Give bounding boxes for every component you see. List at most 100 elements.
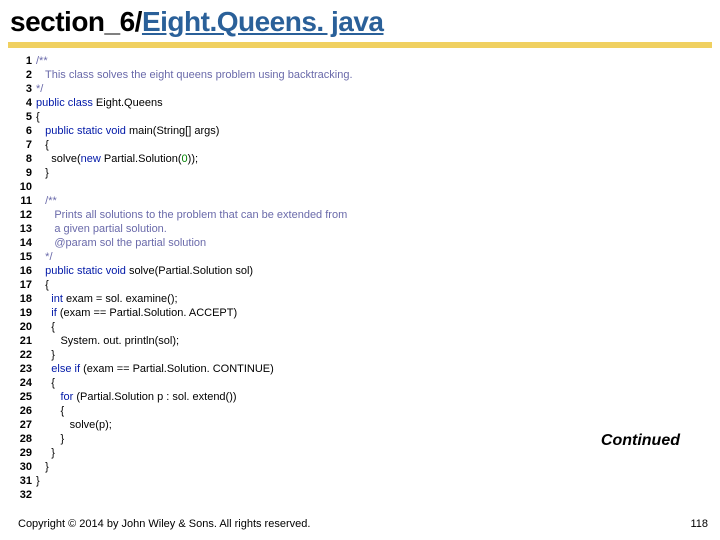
code-content: /** [36, 54, 48, 68]
line-number: 7 [18, 138, 36, 152]
code-content: for (Partial.Solution p : sol. extend()) [36, 390, 237, 404]
code-line: 7 { [18, 138, 710, 152]
code-line: 12 Prints all solutions to the problem t… [18, 208, 710, 222]
code-content: { [36, 404, 64, 418]
line-number: 30 [18, 460, 36, 474]
line-number: 21 [18, 334, 36, 348]
code-content: } [36, 446, 55, 460]
code-line: 6 public static void main(String[] args) [18, 124, 710, 138]
code-line: 30 } [18, 460, 710, 474]
code-content: Prints all solutions to the problem that… [36, 208, 347, 222]
title-underline [8, 42, 712, 48]
code-content: } [36, 166, 49, 180]
code-content: /** [36, 194, 57, 208]
line-number: 2 [18, 68, 36, 82]
line-number: 29 [18, 446, 36, 460]
code-content: */ [36, 250, 53, 264]
line-number: 24 [18, 376, 36, 390]
line-number: 19 [18, 306, 36, 320]
code-line: 4public class Eight.Queens [18, 96, 710, 110]
code-content: public static void solve(Partial.Solutio… [36, 264, 253, 278]
code-line: 17 { [18, 278, 710, 292]
code-line: 15 */ [18, 250, 710, 264]
code-content: */ [36, 82, 43, 96]
code-content: if (exam == Partial.Solution. ACCEPT) [36, 306, 237, 320]
footer: Copyright © 2014 by John Wiley & Sons. A… [18, 518, 708, 530]
line-number: 6 [18, 124, 36, 138]
line-number: 32 [18, 488, 36, 502]
code-content: a given partial solution. [36, 222, 167, 236]
code-line: 31} [18, 474, 710, 488]
code-content: { [36, 110, 40, 124]
code-content: public static void main(String[] args) [36, 124, 219, 138]
line-number: 23 [18, 362, 36, 376]
code-line: 8 solve(new Partial.Solution(0)); [18, 152, 710, 166]
code-line: 14 @param sol the partial solution [18, 236, 710, 250]
code-content: } [36, 460, 49, 474]
line-number: 12 [18, 208, 36, 222]
line-number: 28 [18, 432, 36, 446]
page-title: section_6/Eight.Queens. java [0, 0, 720, 40]
page-number: 118 [690, 518, 708, 530]
code-content: solve(new Partial.Solution(0)); [36, 152, 198, 166]
code-line: 27 solve(p); [18, 418, 710, 432]
code-content: int exam = sol. examine(); [36, 292, 178, 306]
line-number: 10 [18, 180, 36, 194]
code-line: 18 int exam = sol. examine(); [18, 292, 710, 306]
code-line: 5{ [18, 110, 710, 124]
line-number: 5 [18, 110, 36, 124]
line-number: 3 [18, 82, 36, 96]
line-number: 11 [18, 194, 36, 208]
code-content: System. out. println(sol); [36, 334, 179, 348]
code-line: 26 { [18, 404, 710, 418]
code-content: } [36, 474, 40, 488]
code-line: 20 { [18, 320, 710, 334]
code-line: 21 System. out. println(sol); [18, 334, 710, 348]
code-content: public class Eight.Queens [36, 96, 163, 110]
code-line: 25 for (Partial.Solution p : sol. extend… [18, 390, 710, 404]
code-content: } [36, 348, 55, 362]
code-line: 22 } [18, 348, 710, 362]
line-number: 4 [18, 96, 36, 110]
line-number: 26 [18, 404, 36, 418]
line-number: 15 [18, 250, 36, 264]
code-content: } [36, 432, 64, 446]
line-number: 27 [18, 418, 36, 432]
code-content: solve(p); [36, 418, 112, 432]
code-line: 9 } [18, 166, 710, 180]
code-content: { [36, 376, 55, 390]
code-line: 3*/ [18, 82, 710, 96]
title-part2: Eight.Queens. java [142, 6, 384, 37]
continued-label: Continued [601, 432, 680, 450]
code-line: 23 else if (exam == Partial.Solution. CO… [18, 362, 710, 376]
line-number: 25 [18, 390, 36, 404]
code-line: 2 This class solves the eight queens pro… [18, 68, 710, 82]
line-number: 18 [18, 292, 36, 306]
code-line: 11 /** [18, 194, 710, 208]
code-line: 13 a given partial solution. [18, 222, 710, 236]
code-content: @param sol the partial solution [36, 236, 206, 250]
code-content: { [36, 278, 49, 292]
code-content: This class solves the eight queens probl… [36, 68, 353, 82]
code-content: else if (exam == Partial.Solution. CONTI… [36, 362, 274, 376]
line-number: 13 [18, 222, 36, 236]
code-line: 16 public static void solve(Partial.Solu… [18, 264, 710, 278]
line-number: 22 [18, 348, 36, 362]
code-line: 1/** [18, 54, 710, 68]
code-line: 19 if (exam == Partial.Solution. ACCEPT) [18, 306, 710, 320]
title-part1: section_6/ [10, 6, 142, 37]
code-line: 32 [18, 488, 710, 502]
line-number: 20 [18, 320, 36, 334]
code-line: 24 { [18, 376, 710, 390]
line-number: 16 [18, 264, 36, 278]
code-content: { [36, 320, 55, 334]
code-line: 10 [18, 180, 710, 194]
line-number: 9 [18, 166, 36, 180]
line-number: 31 [18, 474, 36, 488]
line-number: 14 [18, 236, 36, 250]
code-content: { [36, 138, 49, 152]
copyright-text: Copyright © 2014 by John Wiley & Sons. A… [18, 518, 310, 530]
line-number: 17 [18, 278, 36, 292]
line-number: 8 [18, 152, 36, 166]
line-number: 1 [18, 54, 36, 68]
